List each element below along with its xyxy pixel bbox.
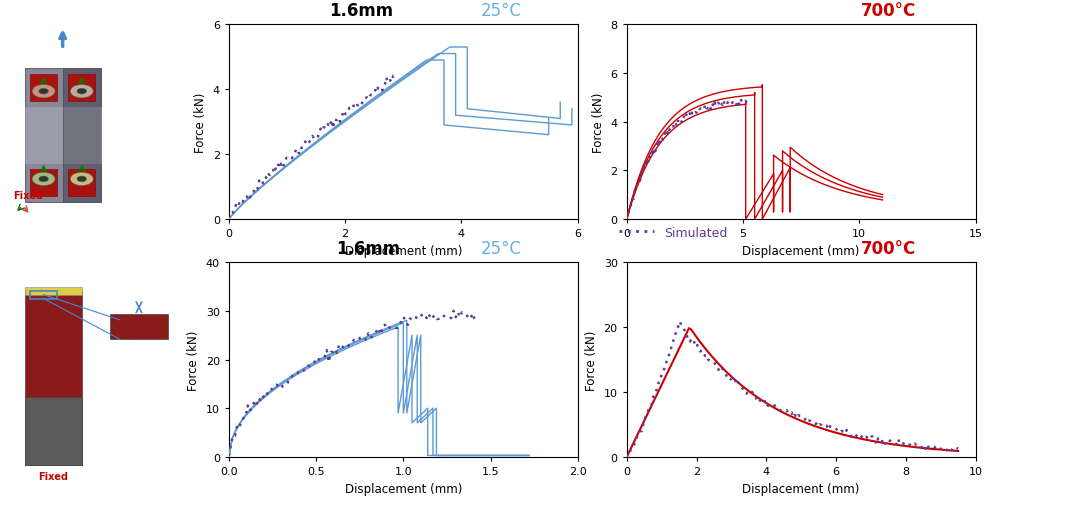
Legend: Simulated: Simulated [619,0,727,2]
Text: 700°C: 700°C [861,2,916,20]
Text: 1.6mm: 1.6mm [337,239,400,258]
X-axis label: Displacement (mm): Displacement (mm) [344,482,462,494]
Ellipse shape [39,177,48,182]
Polygon shape [24,398,82,466]
X-axis label: Displacement (mm): Displacement (mm) [344,244,462,257]
X-axis label: Displacement (mm): Displacement (mm) [742,244,860,257]
Polygon shape [69,75,95,102]
Y-axis label: Force (kN): Force (kN) [592,92,605,153]
Polygon shape [63,69,101,203]
Polygon shape [24,291,82,466]
Text: 25°C: 25°C [481,2,521,20]
Ellipse shape [77,89,86,95]
Text: Fixed: Fixed [38,471,69,481]
Ellipse shape [39,89,48,95]
Y-axis label: Force (kN): Force (kN) [187,330,201,390]
Ellipse shape [71,173,93,186]
Y-axis label: Force (kN): Force (kN) [194,92,207,153]
X-axis label: Displacement (mm): Displacement (mm) [742,482,860,494]
Polygon shape [24,69,101,107]
Polygon shape [24,287,82,295]
Text: 25°C: 25°C [481,239,521,258]
Text: Fixed: Fixed [13,190,44,200]
Ellipse shape [33,85,54,98]
Text: 1.6mm: 1.6mm [329,2,393,20]
Polygon shape [31,170,57,196]
Y-axis label: Force (kN): Force (kN) [585,330,598,390]
Ellipse shape [33,173,54,186]
Polygon shape [24,69,63,203]
Polygon shape [69,170,95,196]
Ellipse shape [77,177,86,182]
Polygon shape [24,164,101,203]
Text: 700°C: 700°C [861,239,916,258]
Polygon shape [31,75,57,102]
Polygon shape [110,315,168,339]
Legend: Simulated: Simulated [619,226,727,239]
Ellipse shape [71,85,93,98]
